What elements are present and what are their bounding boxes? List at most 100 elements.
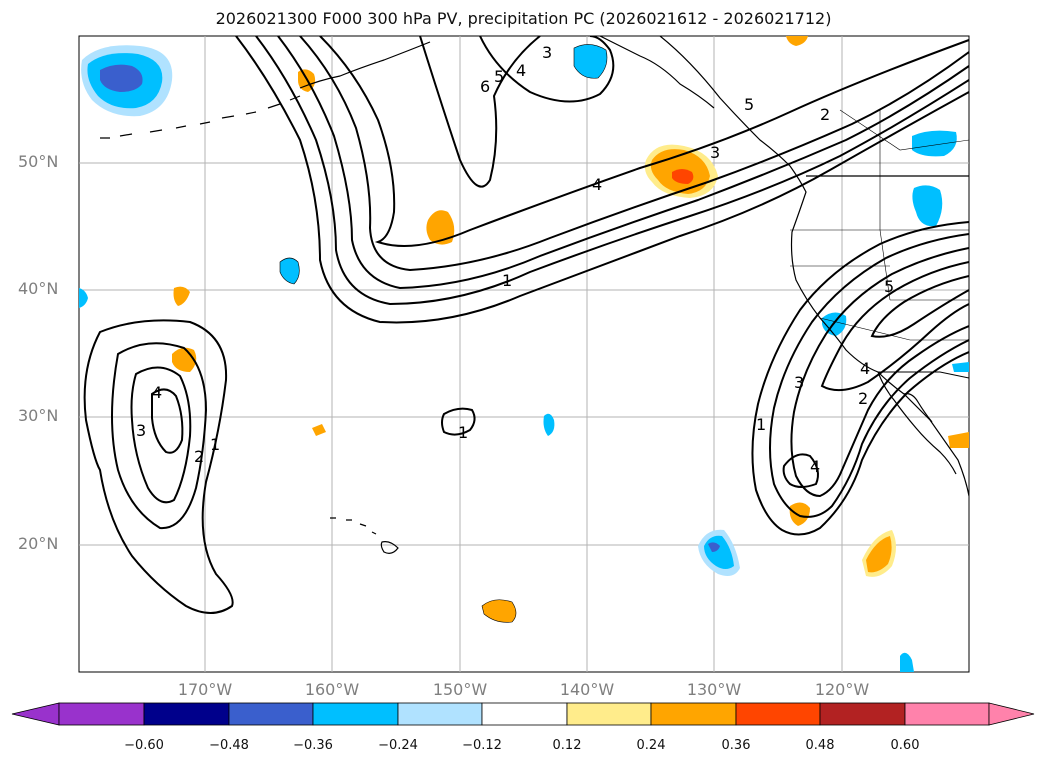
contour-label: 4: [592, 175, 602, 194]
colorbar-extend-right: [988, 702, 1035, 726]
contour-jet-3: [277, 36, 969, 290]
colorbar-segment: [228, 702, 314, 726]
alaska-coast: [299, 36, 715, 109]
colorbar-tick-label: −0.12: [462, 738, 502, 753]
west-coast: [659, 36, 969, 497]
contour-west-3: [130, 366, 192, 504]
contour-jet-5: [319, 36, 969, 247]
contour-label: 1: [502, 271, 512, 290]
contour-se-4: [820, 261, 969, 392]
mexico-border: [878, 371, 969, 379]
colorbar-tick-label: 0.48: [805, 738, 835, 753]
lon-label-160w: 160°W: [304, 680, 360, 699]
lat-label-40n: 40°N: [18, 279, 59, 298]
colorbar-tick-label: −0.48: [209, 738, 249, 753]
lon-label-140w: 140°W: [559, 680, 615, 699]
colorbar-segment: [312, 702, 399, 726]
colorbar-segment: [566, 702, 652, 726]
colorbar-segment: [481, 702, 568, 726]
state-lines: [790, 176, 969, 341]
colorbar-tick-label: 0.12: [552, 738, 582, 753]
lon-label-150w: 150°W: [432, 680, 488, 699]
contour-west-2: [111, 342, 208, 530]
contour-se-1: [751, 221, 969, 536]
colorbar-tick-label: −0.60: [124, 738, 164, 753]
precip-positive-small: [312, 424, 326, 436]
colorbar: [11, 702, 1035, 726]
precip-negative-edge: [79, 288, 88, 308]
colorbar-segment: [904, 702, 990, 726]
contour-label: 3: [136, 421, 146, 440]
lon-label-170w: 170°W: [177, 680, 233, 699]
colorbar-segment: [819, 702, 906, 726]
lon-label-130w: 130°W: [686, 680, 742, 699]
colorbar-segment: [735, 702, 821, 726]
precip-positive-far-se-core: [866, 536, 892, 573]
colorbar-segment: [397, 702, 483, 726]
colorbar-segment: [58, 702, 145, 726]
contour-label: 2: [194, 447, 204, 466]
colorbar-segment: [143, 702, 230, 726]
gulf-coast: [903, 393, 933, 423]
contour-label: 5: [884, 277, 894, 296]
contour-label: 5: [494, 67, 504, 86]
lon-label-120w: 120°W: [814, 680, 870, 699]
pv-contours: [83, 36, 969, 614]
precip-negative-left-small: [279, 257, 300, 285]
contour-jet-4: [299, 36, 969, 272]
contour-top-inner: [479, 36, 615, 103]
map-title: 2026021300 F000 300 hPa PV, precipitatio…: [215, 9, 832, 28]
precip-negative-east1: [912, 130, 957, 157]
precip-negative-nw-deep: [100, 64, 143, 92]
contour-top-outer: [419, 36, 541, 188]
gridlines: [79, 36, 969, 672]
colorbar-extend-left: [11, 702, 60, 726]
contour-label: 2: [820, 105, 830, 124]
contour-se-inner: [782, 453, 819, 488]
coastlines: [100, 36, 969, 554]
contour-label: 6: [480, 77, 490, 96]
precip-positive-bottom: [481, 599, 517, 623]
contour-label: 2: [858, 389, 868, 408]
contour-label: 4: [810, 457, 820, 476]
contour-label: 1: [458, 423, 468, 442]
contour-label: 4: [516, 61, 526, 80]
contour-jet-1: [235, 36, 969, 324]
lat-label-30n: 30°N: [18, 406, 59, 425]
precip-positive-se: [789, 502, 810, 526]
precip-positive-jet-red: [672, 169, 694, 184]
colorbar-tick-label: 0.24: [636, 738, 666, 753]
map-frame: [78, 35, 970, 673]
baja-coast: [877, 371, 957, 475]
hawaii: [330, 517, 399, 554]
precip-positive-mid: [426, 210, 455, 245]
contour-label: 1: [210, 435, 220, 454]
colorbar-tick-label: 0.36: [721, 738, 751, 753]
precip-negative-small-center: [543, 413, 555, 436]
precip-negative-south-deep: [708, 542, 720, 552]
contour-label: 3: [710, 143, 720, 162]
lat-label-50n: 50°N: [18, 152, 59, 171]
precip-negative-bottom-edge: [900, 652, 914, 672]
precip-positive-top-right: [786, 36, 808, 46]
contour-label: 3: [794, 373, 804, 392]
precip-negative-east2: [912, 185, 943, 227]
contour-label: 4: [152, 383, 162, 402]
contour-label: 3: [542, 43, 552, 62]
contour-west-1: [83, 319, 234, 614]
colorbar-tick-label: −0.24: [378, 738, 418, 753]
precip-positive-edge: [948, 432, 969, 448]
contour-labels: 1 2 3 4 5 6 5 4 3 4 3 2 1 1 1 2 3 4 4 5: [136, 43, 894, 476]
colorbar-tick-label: 0.60: [890, 738, 920, 753]
contour-label: 5: [744, 95, 754, 114]
contour-label: 4: [860, 359, 870, 378]
colorbar-segment: [650, 702, 737, 726]
precip-negative-east4: [952, 362, 969, 372]
lat-label-20n: 20°N: [18, 534, 59, 553]
colorbar-tick-label: −0.36: [293, 738, 333, 753]
contour-west-4: [151, 388, 184, 454]
contour-se-2: [769, 233, 969, 518]
contour-small: [441, 407, 476, 436]
precip-negative-top: [573, 44, 608, 79]
